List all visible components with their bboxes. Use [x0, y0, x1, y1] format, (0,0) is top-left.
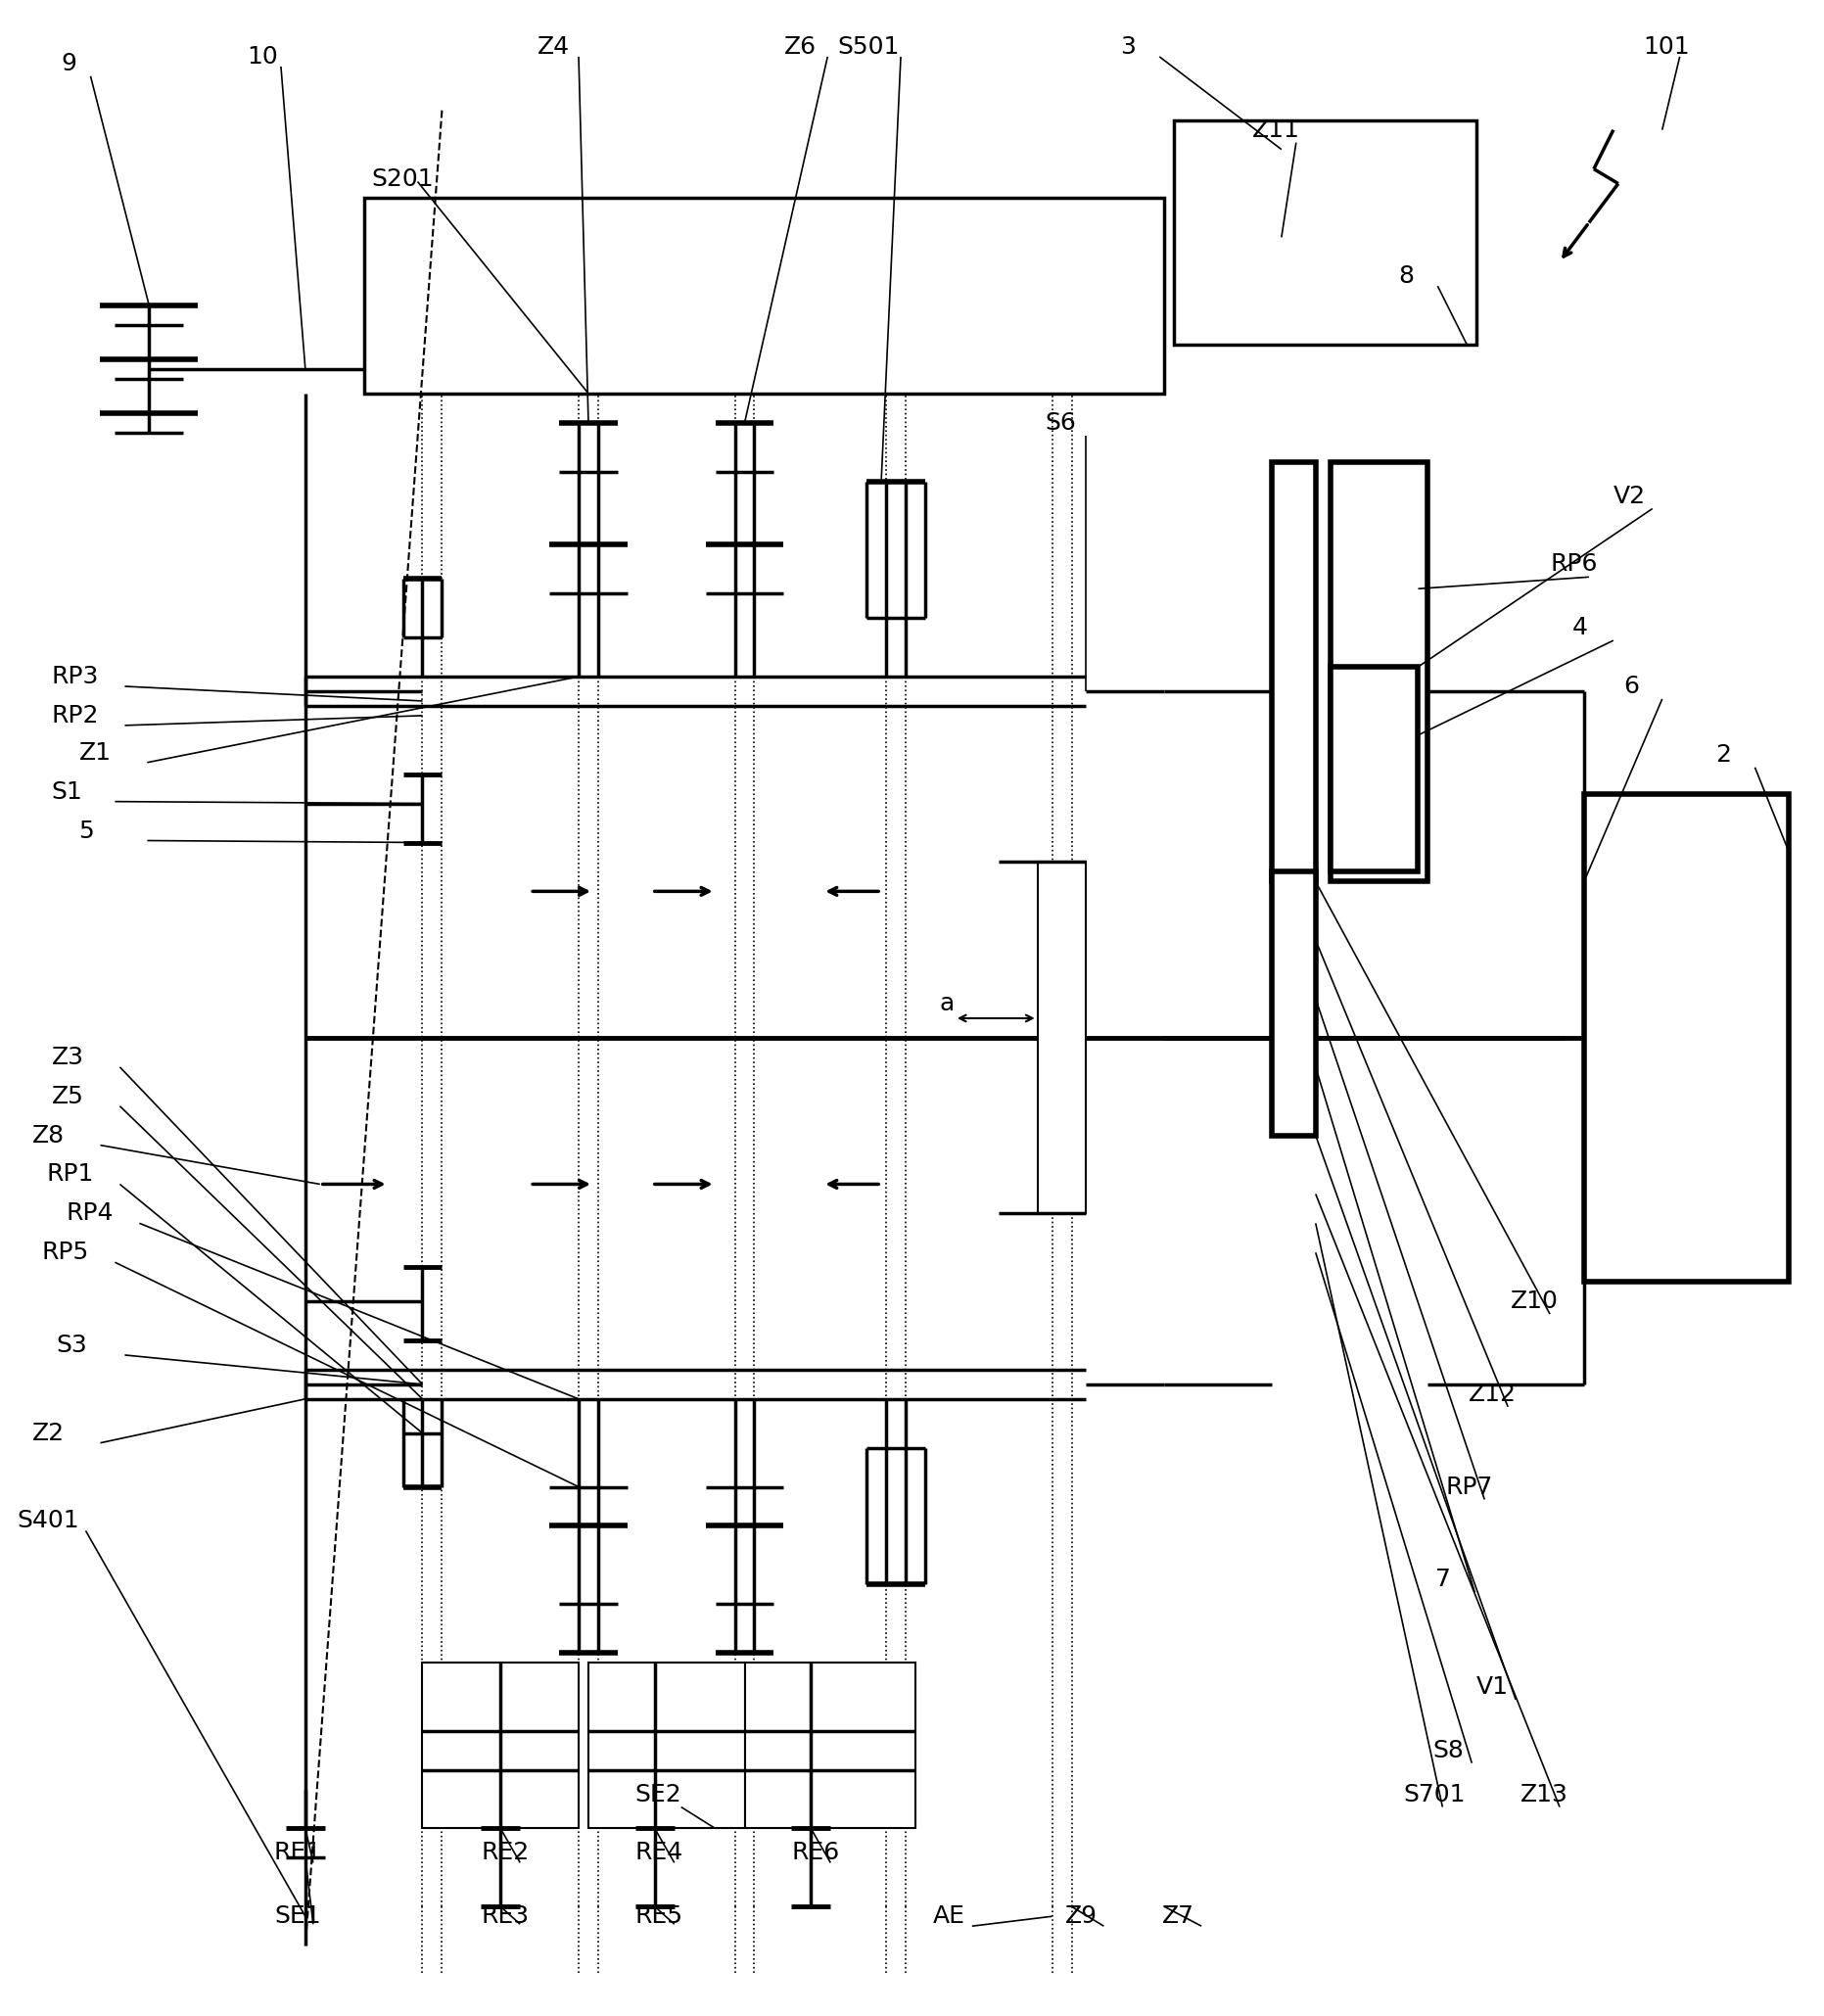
Text: S701: S701: [1403, 1782, 1466, 1806]
Text: 5: 5: [78, 818, 95, 843]
Text: Z3: Z3: [51, 1046, 84, 1068]
Text: Z5: Z5: [51, 1085, 84, 1109]
Text: Z2: Z2: [33, 1421, 64, 1445]
Text: 8: 8: [1399, 264, 1414, 288]
Text: RP2: RP2: [51, 704, 98, 728]
Text: Z11: Z11: [1253, 119, 1301, 141]
Text: RP3: RP3: [51, 665, 98, 687]
Text: S8: S8: [1434, 1738, 1465, 1762]
Text: Z13: Z13: [1521, 1782, 1569, 1806]
Bar: [1271, 871, 1315, 1135]
Text: 4: 4: [1572, 617, 1589, 639]
Bar: [1330, 667, 1417, 871]
Text: S6: S6: [1045, 411, 1076, 435]
Text: Z8: Z8: [33, 1123, 64, 1147]
Text: RP4: RP4: [66, 1202, 113, 1226]
Text: V1: V1: [1477, 1675, 1508, 1699]
Text: RE6: RE6: [792, 1841, 839, 1865]
Text: RE1: RE1: [274, 1841, 323, 1865]
Text: 9: 9: [62, 52, 77, 75]
Text: S401: S401: [18, 1510, 80, 1532]
Text: S501: S501: [837, 34, 899, 58]
Text: RP5: RP5: [42, 1240, 89, 1264]
Text: RE4: RE4: [635, 1841, 684, 1865]
Text: RE2: RE2: [482, 1841, 529, 1865]
Text: RE3: RE3: [482, 1905, 529, 1927]
Bar: [1271, 462, 1315, 881]
Text: RP6: RP6: [1550, 552, 1598, 577]
Text: RP1: RP1: [47, 1163, 95, 1185]
Bar: [1330, 462, 1428, 881]
Text: AE: AE: [934, 1905, 965, 1927]
Text: 7: 7: [1435, 1568, 1452, 1591]
Text: 101: 101: [1643, 34, 1689, 58]
Bar: [1175, 121, 1477, 345]
Text: 6: 6: [1623, 675, 1638, 698]
Text: Z1: Z1: [78, 742, 111, 764]
Bar: [589, 1663, 744, 1829]
Bar: [744, 1663, 916, 1829]
Bar: [1583, 794, 1789, 1282]
Text: 10: 10: [246, 44, 277, 69]
Bar: [365, 198, 1164, 393]
Text: RE5: RE5: [635, 1905, 684, 1927]
Text: V2: V2: [1614, 484, 1645, 508]
Text: Z7: Z7: [1162, 1905, 1195, 1927]
Bar: [423, 1663, 578, 1829]
Text: S3: S3: [57, 1333, 88, 1357]
Text: S1: S1: [51, 780, 82, 804]
Text: Z12: Z12: [1468, 1383, 1518, 1405]
Text: Z4: Z4: [538, 34, 571, 58]
Bar: [1038, 863, 1087, 1214]
Text: Z10: Z10: [1510, 1290, 1560, 1312]
Text: SE2: SE2: [635, 1782, 682, 1806]
Text: SE1: SE1: [274, 1905, 321, 1927]
Text: 3: 3: [1120, 34, 1136, 58]
Text: a: a: [939, 992, 954, 1016]
Text: S201: S201: [372, 167, 434, 190]
Text: 2: 2: [1716, 744, 1731, 766]
Text: Z9: Z9: [1065, 1905, 1096, 1927]
Text: Z6: Z6: [784, 34, 815, 58]
Text: RP7: RP7: [1445, 1476, 1492, 1498]
